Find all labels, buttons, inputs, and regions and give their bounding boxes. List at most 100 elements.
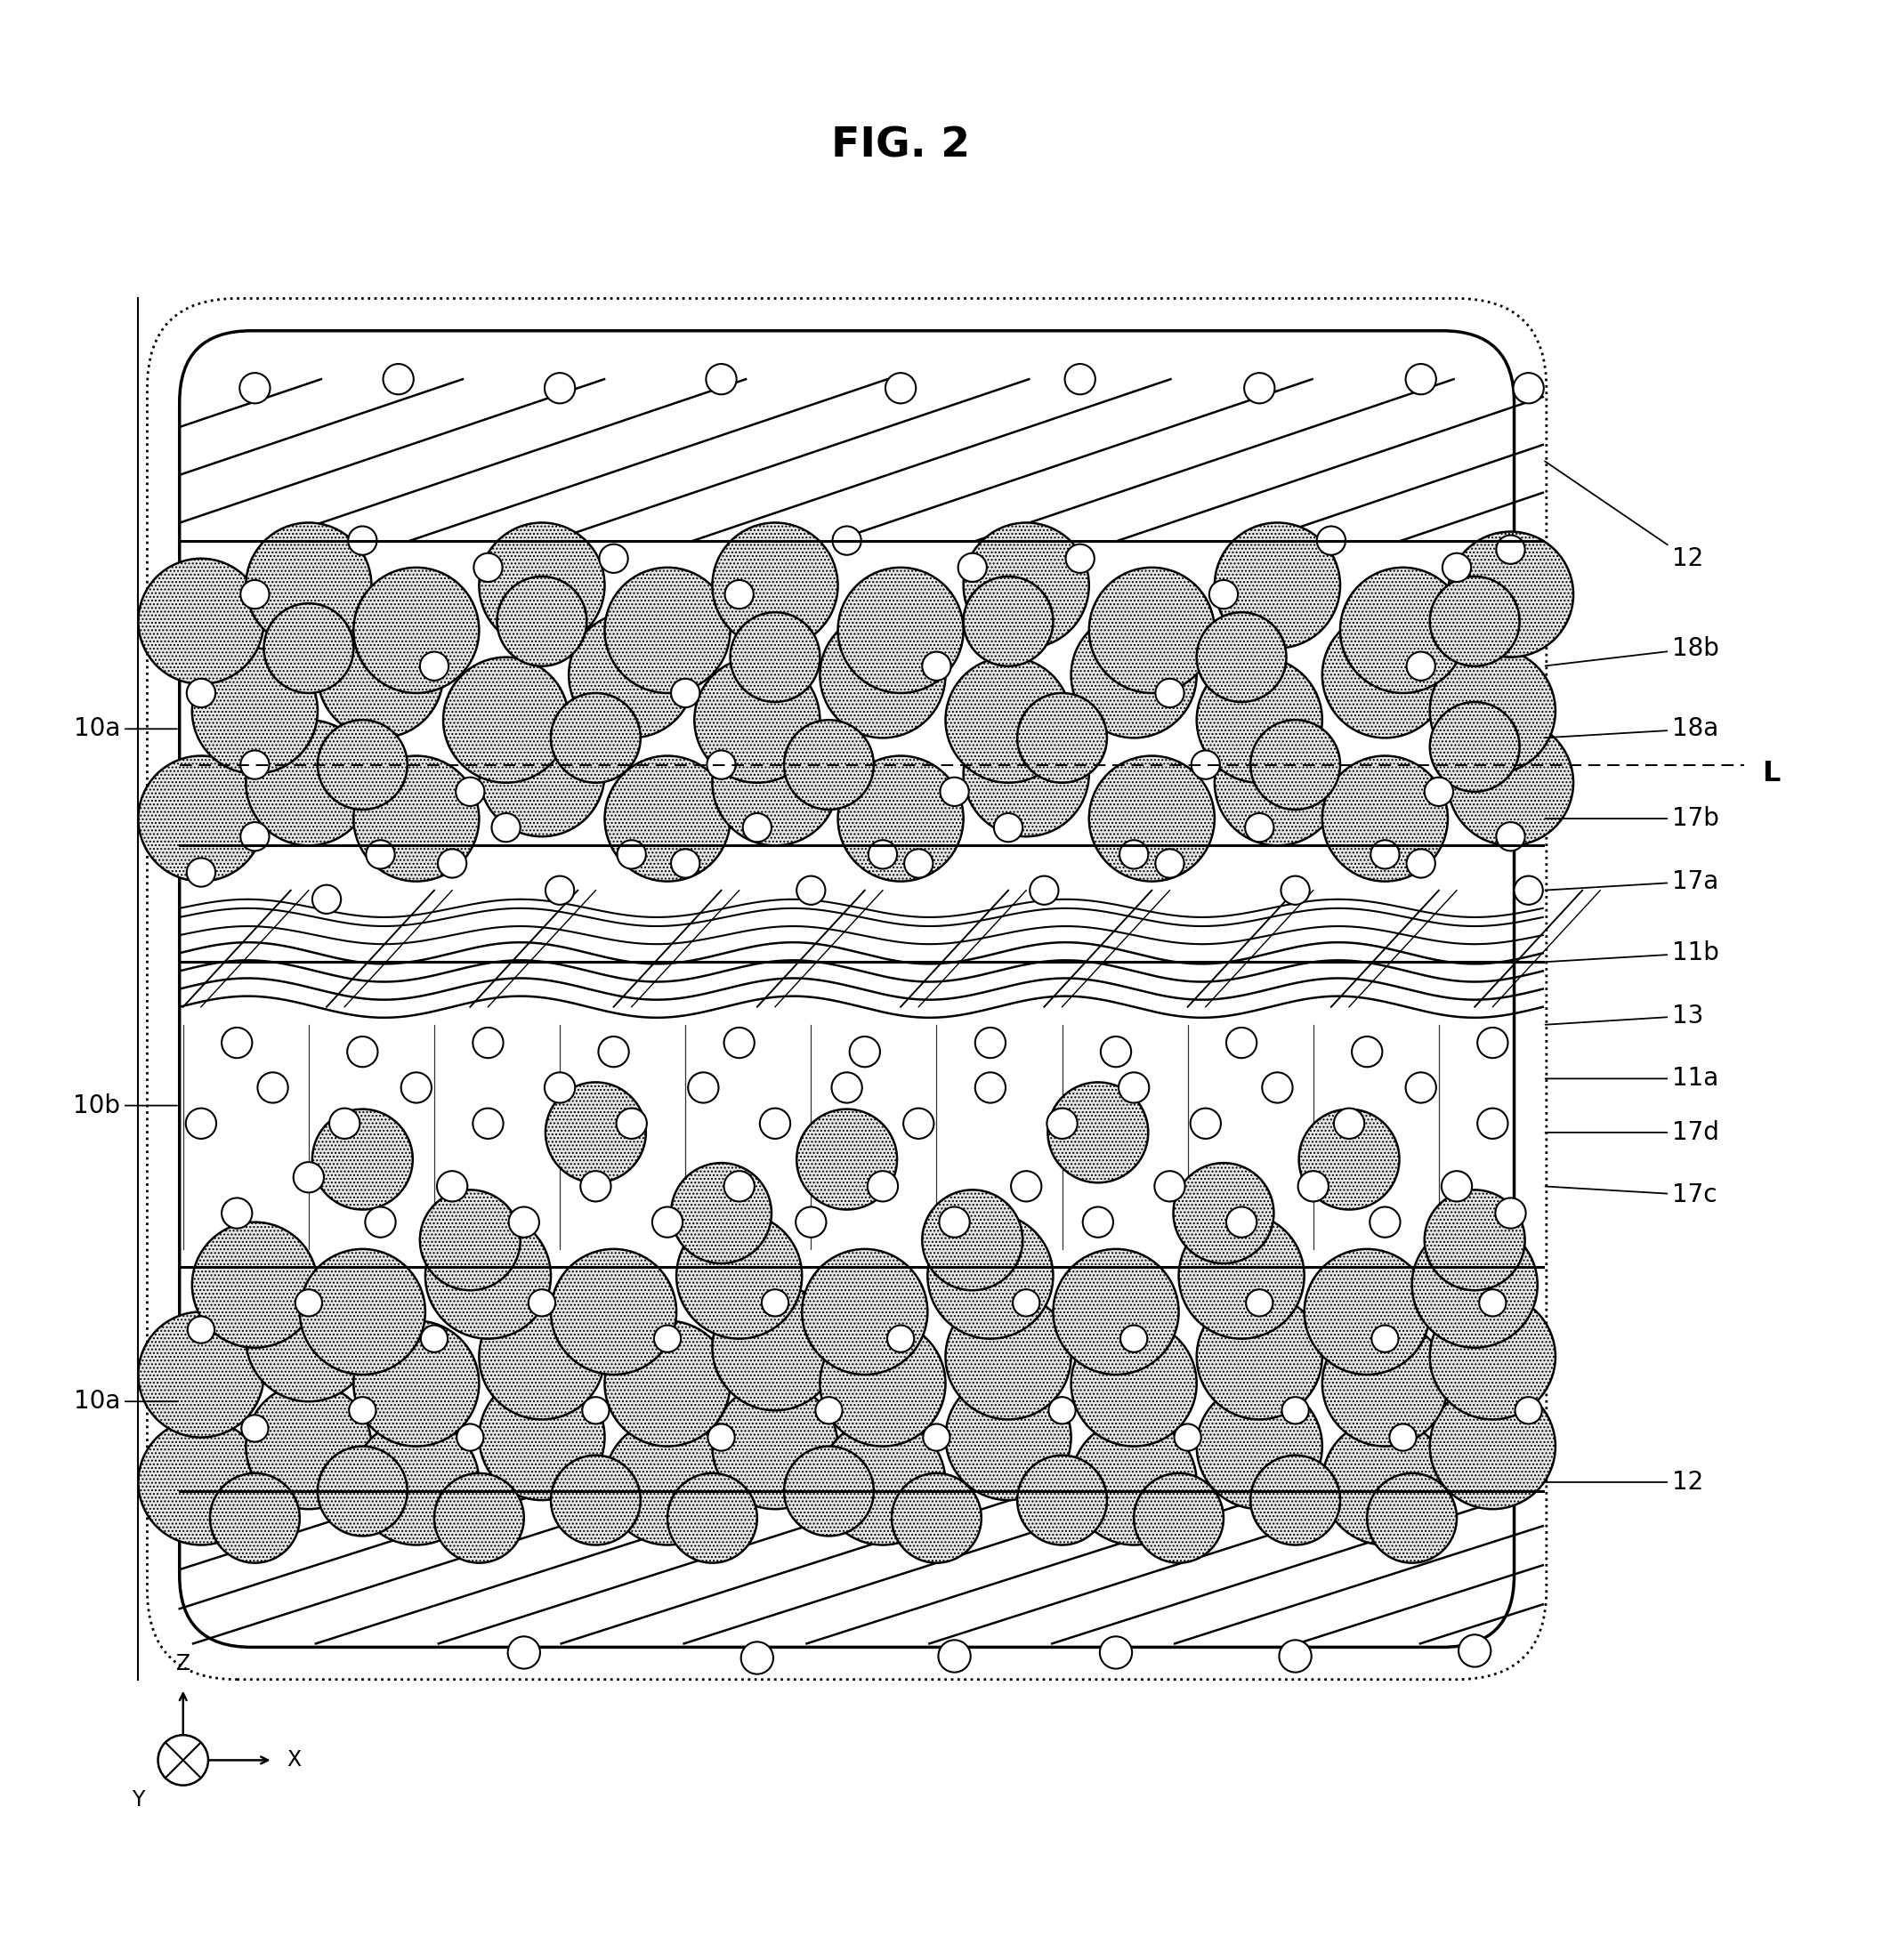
Circle shape (1367, 1474, 1456, 1562)
Circle shape (1155, 849, 1184, 878)
Circle shape (1496, 1198, 1526, 1229)
Circle shape (1089, 568, 1214, 694)
Circle shape (1225, 1027, 1258, 1058)
Circle shape (1322, 1419, 1449, 1544)
Circle shape (1496, 535, 1524, 564)
Circle shape (963, 523, 1089, 649)
Circle shape (1214, 523, 1341, 649)
Text: Z: Z (176, 1652, 191, 1674)
Text: 17a: 17a (1545, 868, 1719, 894)
Circle shape (475, 553, 503, 582)
Text: 17c: 17c (1545, 1182, 1717, 1207)
Circle shape (904, 1107, 934, 1139)
Circle shape (545, 1072, 575, 1103)
Circle shape (1053, 1249, 1178, 1374)
Circle shape (1155, 678, 1184, 708)
Circle shape (246, 1384, 371, 1509)
Circle shape (946, 657, 1070, 782)
Circle shape (1067, 545, 1095, 572)
Text: 17d: 17d (1545, 1119, 1719, 1145)
Circle shape (478, 711, 605, 837)
Circle shape (688, 1072, 719, 1103)
Circle shape (545, 372, 575, 404)
Circle shape (1119, 841, 1148, 868)
Circle shape (1050, 1397, 1076, 1423)
Circle shape (1341, 568, 1466, 694)
Circle shape (354, 1321, 478, 1446)
Text: 10a: 10a (74, 717, 178, 741)
Circle shape (354, 568, 478, 694)
Circle shape (1197, 612, 1286, 702)
Circle shape (1458, 1635, 1490, 1666)
Circle shape (1031, 876, 1059, 906)
Circle shape (605, 568, 730, 694)
Circle shape (1089, 757, 1214, 882)
Text: FIG. 2: FIG. 2 (832, 125, 970, 167)
Circle shape (802, 1249, 928, 1374)
Circle shape (1371, 841, 1399, 868)
Circle shape (1208, 580, 1239, 610)
Circle shape (1443, 553, 1471, 582)
Text: 11b: 11b (1545, 941, 1719, 966)
Circle shape (246, 1276, 371, 1401)
Circle shape (796, 1207, 826, 1237)
Circle shape (849, 1037, 879, 1066)
Circle shape (1017, 694, 1106, 782)
Circle shape (240, 751, 269, 780)
Circle shape (868, 1170, 898, 1201)
Circle shape (671, 1162, 772, 1264)
Circle shape (329, 1107, 359, 1139)
Circle shape (550, 1454, 641, 1544)
Circle shape (1070, 612, 1197, 737)
Circle shape (478, 1374, 605, 1499)
Circle shape (1225, 1207, 1258, 1237)
Circle shape (741, 1642, 773, 1674)
Text: 10b: 10b (74, 1094, 178, 1117)
Circle shape (1369, 1207, 1399, 1237)
Circle shape (545, 1082, 647, 1182)
Circle shape (210, 1474, 299, 1562)
Circle shape (1174, 1423, 1201, 1450)
Circle shape (1441, 1170, 1471, 1201)
Circle shape (1407, 653, 1435, 680)
Circle shape (1197, 657, 1322, 782)
Circle shape (473, 1107, 503, 1139)
Circle shape (1477, 1027, 1507, 1058)
Circle shape (550, 694, 641, 782)
Circle shape (456, 778, 484, 806)
Circle shape (940, 778, 968, 806)
Circle shape (1299, 1109, 1399, 1209)
Circle shape (509, 1637, 541, 1668)
Circle shape (923, 653, 951, 680)
Text: L: L (1762, 760, 1779, 788)
Circle shape (384, 365, 414, 394)
Circle shape (240, 821, 269, 851)
Circle shape (187, 1317, 214, 1343)
Circle shape (246, 719, 371, 845)
Circle shape (420, 1190, 520, 1290)
Circle shape (1515, 876, 1543, 906)
Circle shape (938, 1641, 970, 1672)
Circle shape (1244, 372, 1275, 404)
Circle shape (401, 1072, 431, 1103)
Circle shape (923, 1190, 1023, 1290)
Circle shape (1515, 1397, 1541, 1423)
Circle shape (959, 553, 987, 582)
Circle shape (185, 1107, 216, 1139)
Circle shape (1413, 1223, 1537, 1348)
Circle shape (1070, 1419, 1197, 1544)
Circle shape (312, 1109, 412, 1209)
Circle shape (299, 1249, 425, 1374)
Circle shape (456, 1423, 484, 1450)
Circle shape (599, 545, 628, 572)
Circle shape (1197, 1294, 1322, 1419)
Circle shape (785, 719, 874, 809)
Circle shape (652, 1207, 683, 1237)
Circle shape (295, 1290, 321, 1317)
Circle shape (1424, 1190, 1524, 1290)
Circle shape (1513, 372, 1543, 404)
Circle shape (887, 1325, 913, 1352)
Circle shape (582, 1397, 609, 1423)
Circle shape (821, 1321, 946, 1446)
Text: 12: 12 (1545, 461, 1704, 570)
